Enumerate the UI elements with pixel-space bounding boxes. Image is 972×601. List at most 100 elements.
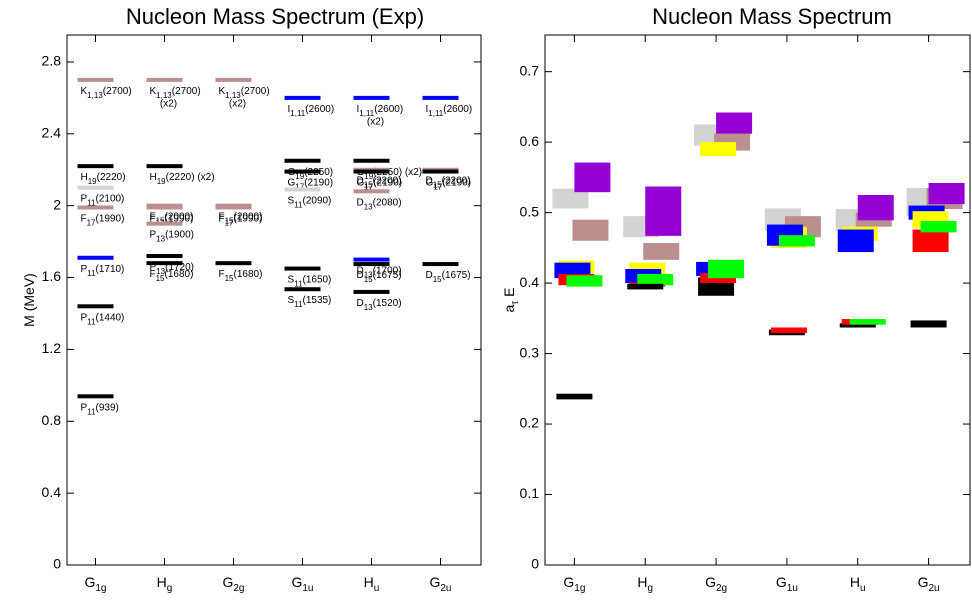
- level-label: I1,11(2600): [357, 104, 404, 118]
- y-tick-label: 1.6: [42, 268, 62, 284]
- level-bar: [422, 262, 459, 267]
- energy-box: [566, 275, 603, 287]
- level-bar: [77, 77, 114, 82]
- x-tick-label: Hu: [850, 574, 866, 594]
- level-label: F15(1680): [219, 269, 263, 283]
- level-label: D15(1675): [357, 270, 402, 284]
- level-bar: [215, 77, 252, 82]
- level-label: P11(1710): [81, 263, 125, 277]
- level-label: G17(2190): [288, 177, 334, 191]
- level-label: F15(1680): [150, 269, 194, 283]
- level-label: P13(1900): [150, 229, 194, 243]
- x-tick-label: G2g: [705, 574, 727, 594]
- level-label: S11(1650): [288, 274, 332, 288]
- energy-box: [556, 393, 593, 400]
- level-bar: [77, 185, 114, 190]
- energy-box: [627, 283, 664, 290]
- energy-box: [637, 273, 674, 286]
- y-tick-label: 2.4: [42, 125, 62, 141]
- y-tick-label: 0.6: [520, 133, 540, 149]
- x-tick-label: G2u: [429, 574, 451, 594]
- y-tick-label: 0: [53, 556, 61, 572]
- chart-title: Nucleon Mass Spectrum (Exp): [126, 4, 424, 29]
- energy-box: [643, 242, 680, 260]
- y-tick-label: 0.4: [520, 274, 540, 290]
- level-bar: [422, 169, 459, 174]
- level-bar: [353, 257, 390, 262]
- x-tick-label: Hu: [364, 574, 380, 594]
- level-bar: [146, 253, 183, 258]
- x-tick-label: G1g: [563, 574, 585, 594]
- energy-box: [716, 112, 753, 134]
- level-bar: [353, 95, 390, 100]
- level-label: I1,11(2600): [288, 104, 335, 118]
- energy-box: [778, 235, 815, 247]
- level-bar: [284, 95, 321, 100]
- level-label: H19(2220): [81, 172, 126, 186]
- level-label: F15(2000): [150, 211, 194, 225]
- level-bar: [284, 266, 321, 271]
- y-tick-label: 0: [531, 556, 539, 572]
- energy-box: [920, 221, 957, 233]
- level-label: S11(1535): [288, 295, 332, 309]
- level-label: D13(1700): [357, 265, 402, 279]
- plot-frame: [66, 34, 482, 566]
- level-label: D13(2080): [357, 197, 402, 211]
- y-tick-label: 2.8: [42, 53, 62, 69]
- level-bar: [77, 205, 114, 210]
- x-tick-label: G2g: [222, 574, 244, 594]
- y-tick-label: 0.2: [520, 415, 540, 431]
- level-label: P11(1440): [81, 312, 125, 326]
- y-axis-label: aτ E: [501, 288, 521, 313]
- level-bar: [215, 205, 252, 210]
- y-tick-label: 0.8: [42, 412, 62, 428]
- level-label: H19(2220) (x2): [150, 172, 215, 186]
- level-bar: [284, 169, 321, 174]
- energy-box: [700, 142, 737, 157]
- energy-box: [574, 162, 611, 193]
- energy-box: [837, 229, 874, 253]
- energy-box: [910, 320, 947, 328]
- level-label: D15(2200): [357, 175, 402, 189]
- level-note: (x2): [229, 99, 246, 110]
- energy-box: [839, 323, 876, 328]
- x-tick-label: Hg: [157, 574, 173, 594]
- energy-box: [572, 219, 609, 241]
- level-label: K1,13(2700): [150, 86, 201, 100]
- energy-box: [849, 319, 886, 325]
- level-label: K1,13(2700): [219, 86, 270, 100]
- x-tick-label: G1u: [776, 574, 798, 594]
- level-label: F15(2000): [219, 211, 263, 225]
- level-label: D15(2200): [426, 175, 471, 189]
- level-label: F17(1990): [81, 213, 125, 227]
- plot-frame: [544, 34, 971, 566]
- energy-box: [928, 183, 965, 205]
- level-bar: [284, 187, 321, 192]
- energy-box: [770, 327, 807, 334]
- x-tick-label: Hg: [637, 574, 653, 594]
- level-note: (x2): [367, 117, 384, 128]
- level-label: G17(2190): [357, 177, 403, 191]
- level-bar: [353, 158, 390, 163]
- x-tick-label: G2u: [918, 574, 940, 594]
- x-tick-label: G1u: [291, 574, 313, 594]
- level-bar: [215, 261, 252, 266]
- level-bar: [353, 169, 390, 174]
- level-label: P11(939): [81, 402, 119, 416]
- y-tick-label: 0.7: [520, 62, 540, 78]
- x-tick-label: G1g: [84, 574, 106, 594]
- energy-box: [700, 273, 737, 284]
- level-bar: [353, 289, 390, 294]
- level-bar: [146, 164, 183, 169]
- chart-title: Nucleon Mass Spectrum: [652, 4, 892, 29]
- y-tick-label: 0.4: [42, 484, 62, 500]
- y-tick-label: 1.2: [42, 340, 62, 356]
- y-tick-label: 0.3: [520, 344, 540, 360]
- y-axis-label: M (MeV): [21, 273, 37, 327]
- level-label: D13(1520): [357, 298, 402, 312]
- level-label: S11(2090): [288, 195, 332, 209]
- level-label: K1,13(2700): [81, 86, 132, 100]
- level-bar: [284, 158, 321, 163]
- level-bar: [353, 189, 390, 194]
